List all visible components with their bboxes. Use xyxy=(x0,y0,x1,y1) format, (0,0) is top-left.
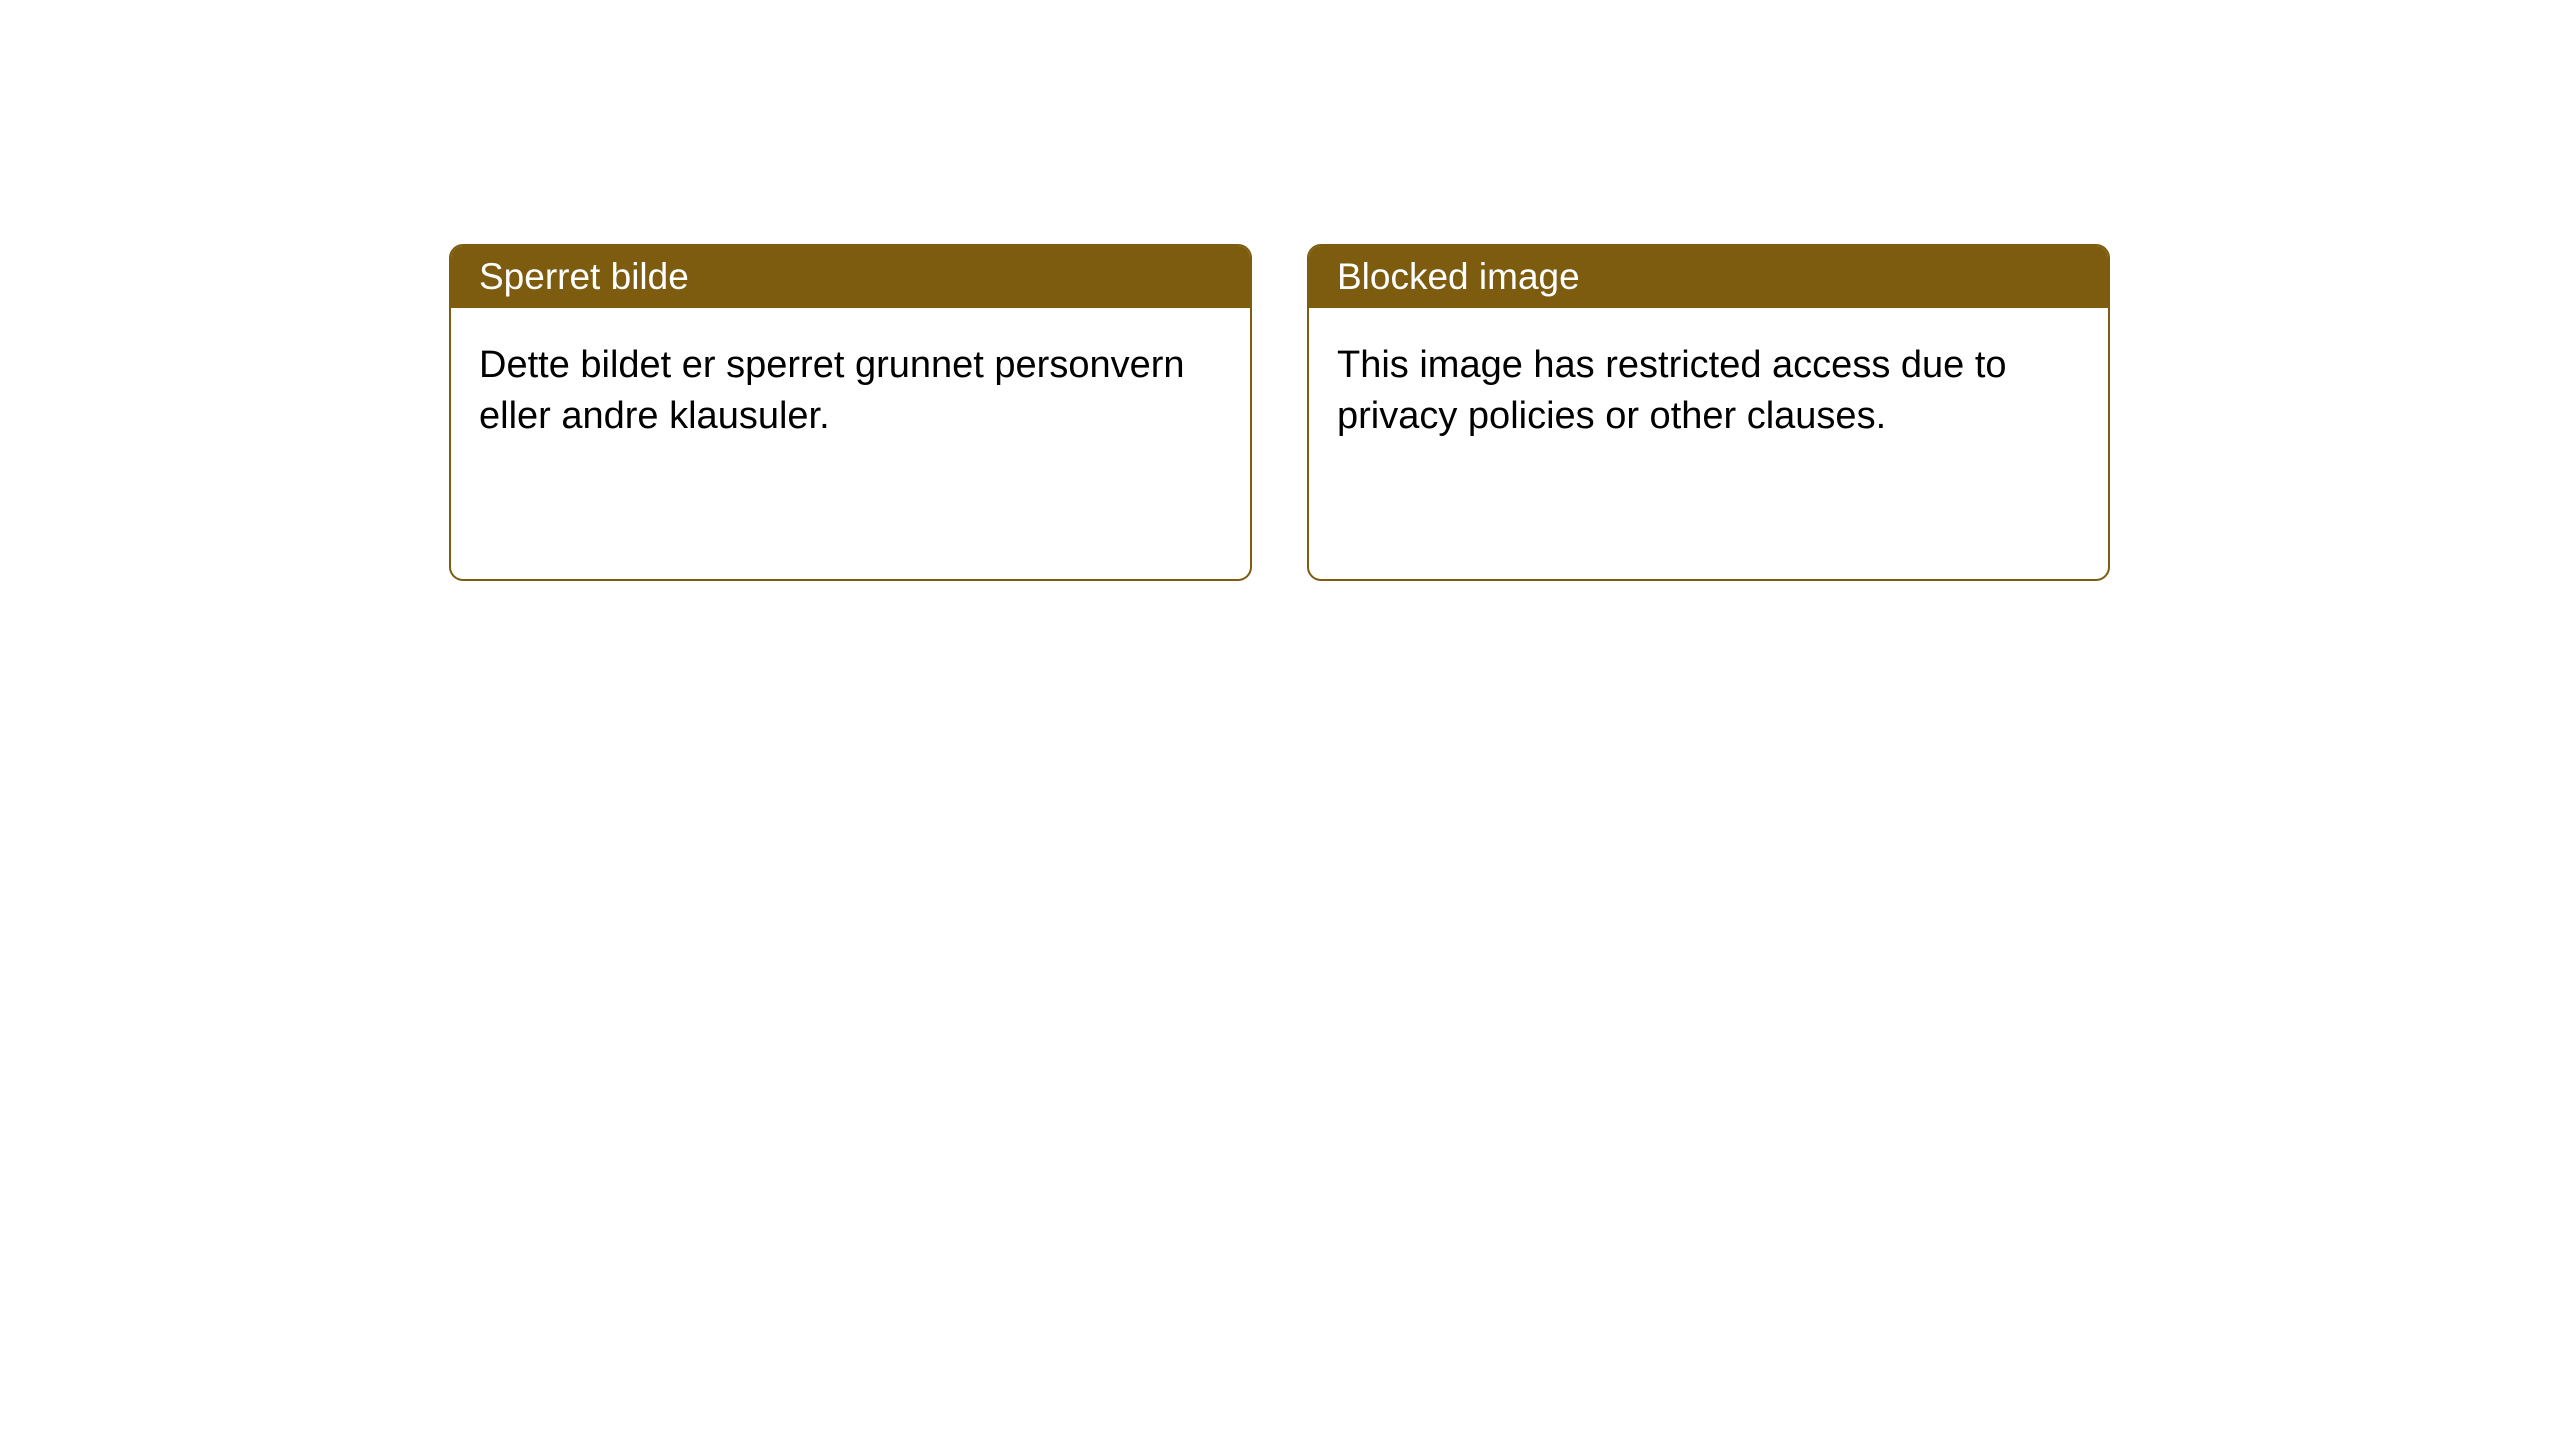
card-title: Sperret bilde xyxy=(479,256,689,297)
card-body-text: This image has restricted access due to … xyxy=(1337,344,2007,437)
card-header: Sperret bilde xyxy=(451,246,1250,308)
card-title: Blocked image xyxy=(1337,256,1580,297)
card-header: Blocked image xyxy=(1309,246,2108,308)
blocked-image-notice-card-en: Blocked image This image has restricted … xyxy=(1307,244,2110,581)
notice-cards-container: Sperret bilde Dette bildet er sperret gr… xyxy=(449,244,2110,581)
blocked-image-notice-card-no: Sperret bilde Dette bildet er sperret gr… xyxy=(449,244,1252,581)
card-body-text: Dette bildet er sperret grunnet personve… xyxy=(479,344,1185,437)
card-body: This image has restricted access due to … xyxy=(1309,308,2108,475)
card-body: Dette bildet er sperret grunnet personve… xyxy=(451,308,1250,475)
